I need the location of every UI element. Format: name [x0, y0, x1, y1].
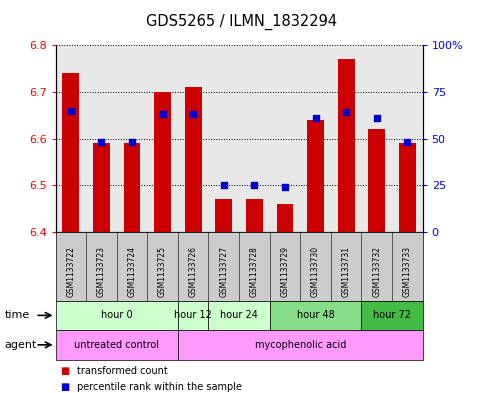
- Point: [373, 115, 381, 121]
- Bar: [369, 129, 385, 232]
- Bar: [215, 199, 232, 232]
- Text: hour 12: hour 12: [174, 310, 212, 320]
- Bar: [399, 143, 416, 232]
- Text: percentile rank within the sample: percentile rank within the sample: [77, 382, 242, 392]
- Text: hour 0: hour 0: [101, 310, 132, 320]
- Text: ■: ■: [60, 382, 70, 392]
- Bar: [62, 73, 79, 232]
- Text: ■: ■: [60, 366, 70, 376]
- Text: hour 72: hour 72: [373, 310, 411, 320]
- Point: [251, 182, 258, 188]
- Point: [189, 111, 197, 118]
- Text: GSM1133732: GSM1133732: [372, 246, 381, 297]
- Bar: [307, 120, 324, 232]
- Text: GSM1133724: GSM1133724: [128, 246, 137, 297]
- Text: transformed count: transformed count: [77, 366, 168, 376]
- Bar: [277, 204, 293, 232]
- Point: [159, 111, 167, 118]
- Text: GSM1133729: GSM1133729: [281, 246, 289, 297]
- Bar: [338, 59, 355, 232]
- Text: GSM1133728: GSM1133728: [250, 246, 259, 297]
- Point: [403, 139, 411, 145]
- Text: GDS5265 / ILMN_1832294: GDS5265 / ILMN_1832294: [146, 13, 337, 30]
- Point: [67, 107, 75, 114]
- Text: untreated control: untreated control: [74, 340, 159, 350]
- Text: GSM1133725: GSM1133725: [158, 246, 167, 297]
- Text: GSM1133733: GSM1133733: [403, 246, 412, 297]
- Bar: [154, 92, 171, 232]
- Text: agent: agent: [5, 340, 37, 350]
- Text: GSM1133723: GSM1133723: [97, 246, 106, 297]
- Point: [220, 182, 227, 188]
- Text: mycophenolic acid: mycophenolic acid: [255, 340, 346, 350]
- Bar: [124, 143, 141, 232]
- Text: hour 24: hour 24: [220, 310, 258, 320]
- Point: [281, 184, 289, 190]
- Point: [128, 139, 136, 145]
- Point: [98, 139, 105, 145]
- Text: hour 48: hour 48: [297, 310, 334, 320]
- Bar: [185, 87, 201, 232]
- Text: time: time: [5, 310, 30, 320]
- Bar: [93, 143, 110, 232]
- Text: GSM1133722: GSM1133722: [66, 246, 75, 297]
- Text: GSM1133727: GSM1133727: [219, 246, 228, 297]
- Text: GSM1133731: GSM1133731: [341, 246, 351, 297]
- Text: GSM1133726: GSM1133726: [189, 246, 198, 297]
- Point: [342, 109, 350, 116]
- Bar: [246, 199, 263, 232]
- Text: GSM1133730: GSM1133730: [311, 246, 320, 297]
- Point: [312, 115, 319, 121]
